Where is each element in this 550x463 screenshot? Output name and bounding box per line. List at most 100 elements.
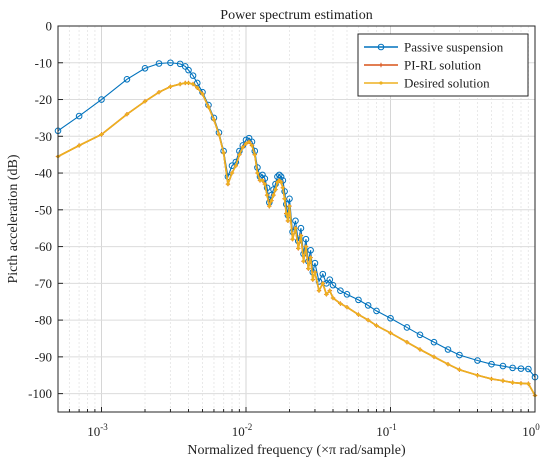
desired-solution-point xyxy=(212,118,216,122)
desired-solution-point xyxy=(405,340,409,344)
desired-solution-point xyxy=(311,278,315,282)
y-tick-label: 0 xyxy=(46,19,53,34)
desired-solution-point xyxy=(168,85,173,89)
legend-entry-pi-rl-solution: PI-RL solution xyxy=(364,58,482,73)
desired-solution-point xyxy=(374,324,379,328)
passive-suspension-point xyxy=(141,64,149,72)
passive-suspension-point xyxy=(509,364,516,372)
y-axis-label: Picth acceleration (dB) xyxy=(6,154,21,283)
y-tick-label: -100 xyxy=(28,386,52,401)
desired-solution-point xyxy=(271,193,276,197)
desired-solution-point xyxy=(306,267,310,271)
desired-solution-point xyxy=(195,86,199,90)
passive-suspension-point xyxy=(155,60,163,67)
desired-solution-point xyxy=(324,292,328,296)
passive-suspension-point xyxy=(307,246,314,254)
desired-solution-point xyxy=(432,355,436,359)
passive-suspension-point xyxy=(185,66,192,74)
plot-series xyxy=(54,59,539,398)
desired-solution-point xyxy=(287,204,292,208)
desired-solution-point xyxy=(331,296,335,300)
desired-solution-point xyxy=(269,199,274,203)
desired-solution-point xyxy=(258,178,262,182)
passive-suspension-point xyxy=(123,76,131,83)
desired-solution-point xyxy=(281,186,285,190)
desired-solution-point xyxy=(255,171,260,175)
desired-solution-point xyxy=(338,301,342,306)
desired-solution-point xyxy=(125,112,129,116)
desired-solution-point xyxy=(241,145,245,149)
desired-solution-point xyxy=(299,233,303,238)
legend-entry-desired-solution: Desired solution xyxy=(364,76,490,91)
passive-suspension-point xyxy=(355,296,362,304)
desired-solution-point xyxy=(186,81,191,85)
desired-solution-point xyxy=(457,368,462,372)
x-tick-label: 10-2 xyxy=(232,422,253,439)
desired-solution-point xyxy=(200,92,205,96)
desired-solution-point xyxy=(296,246,300,251)
legend-label: PI-RL solution xyxy=(404,58,482,73)
desired-solution-point xyxy=(366,318,370,322)
passive-suspension-point xyxy=(329,281,337,289)
legend: Passive suspension PI-RL solution Desired … xyxy=(357,33,529,97)
passive-suspension-point xyxy=(430,338,438,346)
passive-suspension-point xyxy=(364,302,372,309)
desired-solution-point xyxy=(489,377,494,381)
passive-suspension-point xyxy=(176,60,184,68)
desired-solution-point xyxy=(191,82,195,86)
desired-solution-point xyxy=(313,270,317,274)
legend-passive-suspension-point xyxy=(377,43,385,51)
desired-solution-point xyxy=(265,193,269,197)
desired-solution-point xyxy=(321,281,325,285)
desired-solution-point xyxy=(234,164,238,168)
passive-suspension-point xyxy=(263,184,271,192)
y-tick-label: -60 xyxy=(35,239,52,254)
desired-solution-point xyxy=(519,381,523,385)
passive-suspension-point xyxy=(292,217,299,225)
passive-suspension-point xyxy=(416,331,424,339)
desired-solution-point xyxy=(283,197,287,201)
y-tick-label: -40 xyxy=(35,166,52,181)
desired-solution-point xyxy=(230,171,234,175)
passive-suspension-point xyxy=(275,171,283,179)
desired-solution-point xyxy=(418,347,422,352)
passive-suspension-point xyxy=(189,72,197,79)
legend-label: Desired solution xyxy=(404,76,490,91)
x-tick-label: 100 xyxy=(522,422,540,439)
passive-suspension-point xyxy=(387,314,394,322)
chart-title: Power spectrum estimation xyxy=(220,8,372,23)
legend-pi-rl-solution-point xyxy=(378,62,384,68)
passive-suspension-point xyxy=(302,235,310,243)
x-axis-label: Normalized frequency (×π rad/sample) xyxy=(187,443,406,458)
desired-solution-point xyxy=(284,211,288,216)
y-tick-label: -80 xyxy=(35,313,52,328)
desired-solution-point xyxy=(279,180,283,184)
y-tick-label: -20 xyxy=(35,92,52,107)
plot-frame xyxy=(57,25,536,413)
desired-solution-point xyxy=(183,81,187,85)
desired-solution-point xyxy=(286,219,290,223)
desired-solution-point xyxy=(267,204,271,208)
desired-solution-point xyxy=(290,237,295,241)
passive-suspension-point xyxy=(277,173,285,181)
passive-suspension-point xyxy=(444,346,452,353)
desired-solution-point xyxy=(475,373,480,377)
desired-solution-point xyxy=(273,187,278,192)
passive-suspension-point xyxy=(274,173,281,181)
passive-suspension-point xyxy=(181,63,189,70)
desired-solution-point xyxy=(247,140,251,144)
y-tick-label: -70 xyxy=(35,276,52,291)
desired-solution-point xyxy=(263,182,267,186)
desired-solution-point xyxy=(217,132,221,137)
desired-solution-point xyxy=(250,143,254,148)
desired-solution-point xyxy=(178,82,182,86)
desired-solution-point xyxy=(328,289,332,293)
passive-suspension-point xyxy=(343,291,351,298)
passive-suspension-point xyxy=(297,224,305,232)
y-tick-label: -10 xyxy=(35,55,52,70)
desired-solution-point xyxy=(206,105,211,109)
y-tick-label: -30 xyxy=(35,129,52,144)
passive-suspension-point xyxy=(488,360,495,368)
desired-solution-point xyxy=(388,331,393,335)
